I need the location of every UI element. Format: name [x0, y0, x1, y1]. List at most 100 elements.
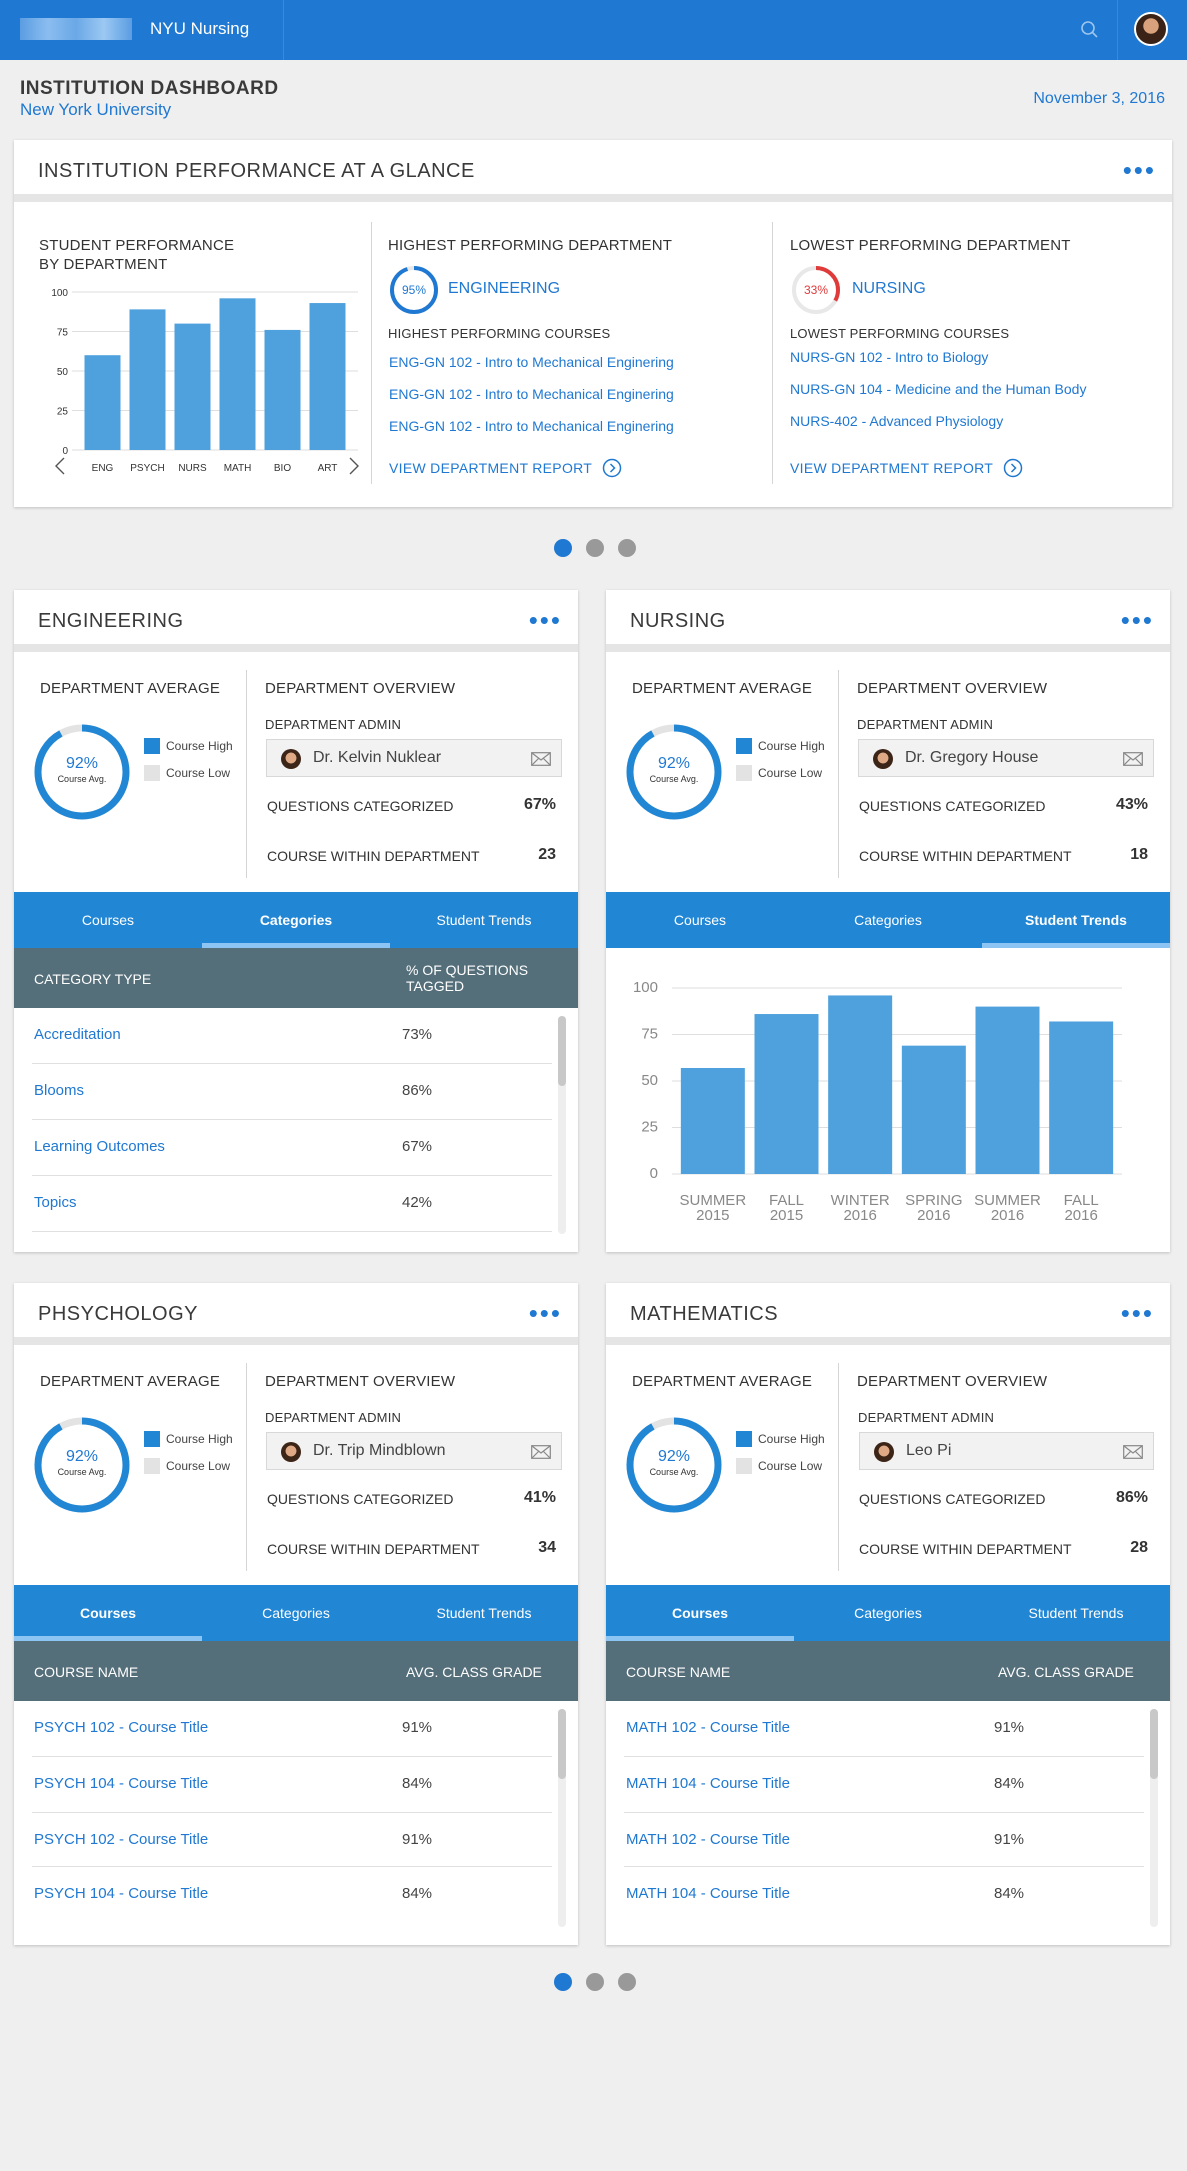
table-row[interactable]: PSYCH 104 - Course Title 84%	[32, 1867, 552, 1923]
table-header: CATEGORY TYPE % OF QUESTIONS TAGGED	[14, 948, 578, 1008]
course-link[interactable]: PSYCH 104 - Course Title	[34, 1775, 209, 1792]
tab-student-trends[interactable]: Student Trends	[1028, 1605, 1124, 1621]
scrollbar[interactable]	[1150, 1709, 1158, 1927]
highest-course-link[interactable]: ENG-GN 102 - Intro to Mechanical Enginer…	[389, 354, 674, 370]
course-link[interactable]: PSYCH 102 - Course Title	[34, 1831, 209, 1848]
admin-name: Dr. Trip Mindblown	[313, 1442, 446, 1459]
tab-courses[interactable]: Courses	[81, 912, 135, 928]
table-row[interactable]: Blooms 86%	[32, 1064, 552, 1120]
legend-item: Course High	[736, 1425, 825, 1452]
course-link[interactable]: MATH 102 - Course Title	[626, 1831, 790, 1848]
donut-value: 92%	[657, 755, 691, 772]
course-link[interactable]: PSYCH 102 - Course Title	[34, 1719, 209, 1736]
nyu-logo[interactable]	[20, 18, 132, 40]
search-icon[interactable]	[1080, 20, 1100, 40]
category-link[interactable]: Accreditation	[34, 1026, 121, 1043]
category-percent: 67%	[402, 1138, 433, 1155]
tab-categories[interactable]: Categories	[854, 912, 922, 928]
admin-field[interactable]: Leo Pi	[859, 1432, 1154, 1470]
more-options-icon[interactable]: •••	[1120, 605, 1154, 635]
admin-field[interactable]: Dr. Gregory House	[858, 739, 1154, 777]
tab-student-trends[interactable]: Student Trends	[436, 1605, 532, 1621]
course-grade: 91%	[994, 1719, 1025, 1736]
scrollbar-thumb[interactable]	[558, 1709, 566, 1779]
courses-within-value: 34	[538, 1539, 556, 1556]
bar	[309, 303, 346, 450]
lowest-course-link[interactable]: NURS-402 - Advanced Physiology	[790, 413, 1004, 429]
tab-categories[interactable]: Categories	[262, 1605, 330, 1621]
dept-average-label: DEPARTMENT AVERAGE	[40, 1373, 221, 1390]
chart-title: STUDENT PERFORMANCE BY DEPARTMENT	[39, 237, 235, 273]
mail-icon[interactable]	[1123, 1445, 1143, 1459]
scrollbar[interactable]	[558, 1709, 566, 1927]
user-avatar[interactable]	[1134, 12, 1168, 46]
y-tick-label: 100	[51, 288, 68, 299]
table-row[interactable]: PSYCH 104 - Course Title 84%	[32, 1757, 552, 1813]
scrollbar-thumb[interactable]	[558, 1016, 566, 1086]
scrollbar[interactable]	[558, 1016, 566, 1234]
table-row[interactable]: PSYCH 102 - Course Title 91%	[32, 1813, 552, 1867]
pager-dot[interactable]	[554, 539, 572, 557]
table-row[interactable]: MATH 104 - Course Title 84%	[624, 1757, 1144, 1813]
more-options-icon[interactable]: •••	[1122, 155, 1156, 185]
tab-courses[interactable]: Courses	[606, 1585, 794, 1641]
lowest-course-link[interactable]: NURS-GN 104 - Medicine and the Human Bod…	[790, 381, 1087, 397]
student-trends-chart: 0255075100SUMMER2015FALL2015WINTER2016SP…	[633, 979, 1122, 1224]
highest-course-link[interactable]: ENG-GN 102 - Intro to Mechanical Enginer…	[389, 418, 674, 434]
more-options-icon[interactable]: •••	[528, 1298, 562, 1328]
table-row[interactable]: Learning Outcomes 67%	[32, 1120, 552, 1176]
lowest-course-link[interactable]: NURS-GN 102 - Intro to Biology	[790, 349, 989, 365]
psychology-card: PHSYCHOLOGY ••• DEPARTMENT AVERAGE 92% C…	[14, 1283, 578, 1945]
table-row[interactable]: MATH 102 - Course Title 91%	[624, 1701, 1144, 1757]
engineering-card: ENGINEERING ••• DEPARTMENT AVERAGE 92% C…	[14, 590, 578, 1252]
lowest-dept-label: LOWEST PERFORMING DEPARTMENT	[790, 237, 1071, 254]
table-row[interactable]: PSYCH 102 - Course Title 91%	[32, 1701, 552, 1757]
tab-categories[interactable]: Categories	[854, 1605, 922, 1621]
view-report-button[interactable]: VIEW DEPARTMENT REPORT	[790, 458, 1023, 478]
performance-glance-card: INSTITUTION PERFORMANCE AT A GLANCE ••• …	[14, 140, 1172, 507]
pager-dot[interactable]	[586, 539, 604, 557]
pager-dot[interactable]	[554, 1973, 572, 1991]
legend-swatch	[736, 1457, 752, 1474]
table-row[interactable]: MATH 104 - Course Title 84%	[624, 1867, 1144, 1923]
y-tick-label: 50	[57, 367, 69, 378]
course-link[interactable]: MATH 104 - Course Title	[626, 1775, 790, 1792]
table-row[interactable]: Topics 42%	[32, 1176, 552, 1232]
pager-dot[interactable]	[586, 1973, 604, 1991]
lowest-courses-label: LOWEST PERFORMING COURSES	[790, 326, 1010, 341]
pager-dot[interactable]	[618, 539, 636, 557]
card-title: PHSYCHOLOGY	[38, 1303, 198, 1325]
admin-field[interactable]: Dr. Kelvin Nuklear	[266, 739, 562, 777]
mail-icon[interactable]	[531, 1445, 551, 1459]
mail-icon[interactable]	[531, 752, 551, 766]
course-link[interactable]: MATH 104 - Course Title	[626, 1885, 790, 1902]
legend-item: Course High	[736, 732, 825, 759]
highest-dept-name[interactable]: ENGINEERING	[448, 280, 561, 297]
highest-course-link[interactable]: ENG-GN 102 - Intro to Mechanical Enginer…	[389, 386, 674, 402]
table-row[interactable]: Accreditation 73%	[32, 1008, 552, 1064]
tab-student-trends[interactable]: Student Trends	[436, 912, 532, 928]
tab-courses[interactable]: Courses	[14, 1585, 202, 1641]
card-header: ENGINEERING •••	[14, 590, 578, 652]
table-row[interactable]: MATH 102 - Course Title 91%	[624, 1813, 1144, 1867]
tab-student-trends[interactable]: Student Trends	[982, 892, 1170, 948]
card-header: MATHEMATICS •••	[606, 1283, 1170, 1345]
tab-categories[interactable]: Categories	[202, 892, 390, 948]
admin-field[interactable]: Dr. Trip Mindblown	[266, 1432, 562, 1470]
category-link[interactable]: Learning Outcomes	[34, 1138, 165, 1155]
course-link[interactable]: MATH 102 - Course Title	[626, 1719, 790, 1736]
scrollbar-thumb[interactable]	[1150, 1709, 1158, 1779]
bar	[129, 309, 166, 450]
tab-courses[interactable]: Courses	[673, 912, 727, 928]
more-options-icon[interactable]: •••	[528, 605, 562, 635]
course-link[interactable]: PSYCH 104 - Course Title	[34, 1885, 209, 1902]
course-grade: 84%	[994, 1885, 1025, 1902]
view-report-button[interactable]: VIEW DEPARTMENT REPORT	[389, 458, 622, 478]
pager-dot[interactable]	[618, 1973, 636, 1991]
category-link[interactable]: Blooms	[34, 1082, 85, 1099]
current-date: November 3, 2016	[1033, 90, 1165, 107]
category-link[interactable]: Topics	[34, 1194, 77, 1211]
more-options-icon[interactable]: •••	[1120, 1298, 1154, 1328]
mail-icon[interactable]	[1123, 752, 1143, 766]
lowest-dept-name[interactable]: NURSING	[852, 280, 926, 297]
